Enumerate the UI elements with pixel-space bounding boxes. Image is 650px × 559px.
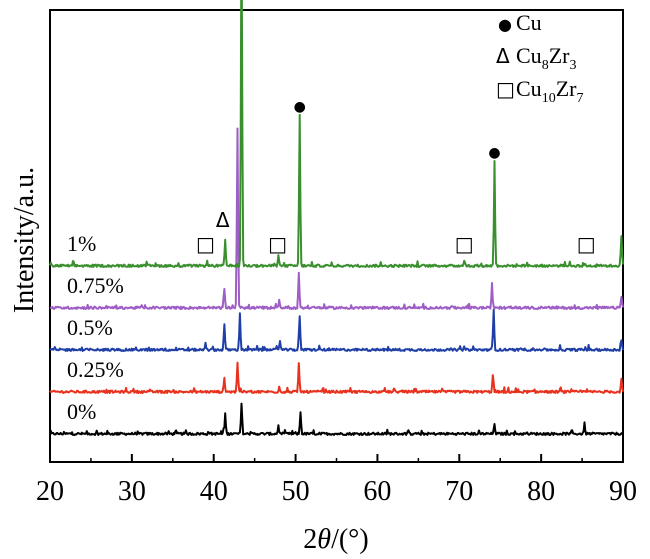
series-label-0pct: 0% — [67, 399, 96, 424]
peak-marker-square-6: □ — [455, 232, 474, 256]
series-label-0_25pct: 0.25% — [67, 357, 124, 382]
x-tick-label-80: 80 — [527, 476, 555, 507]
series-line-0_75pct — [49, 127, 624, 310]
x-tick-label-70: 70 — [445, 476, 473, 507]
series-label-1pct: 1% — [67, 231, 96, 256]
series-label-0_75pct: 0.75% — [67, 273, 124, 298]
series-line-0_5pct — [49, 308, 624, 352]
series-line-1pct — [49, 0, 624, 268]
legend-label-1: Cu8Zr3 — [516, 43, 576, 73]
series-label-0_5pct: 0.5% — [67, 315, 113, 340]
legend-label-0: Cu — [516, 10, 542, 35]
peak-marker-delta-3: Δ — [216, 208, 230, 232]
peak-marker-square-4: □ — [196, 232, 215, 256]
legend-symbol-0: ● — [498, 15, 512, 34]
peak-marker-square-7: □ — [577, 232, 596, 256]
y-axis-label: Intensity/a.u. — [9, 167, 40, 313]
peak-annotations: ●●●Δ□□□□ — [196, 99, 596, 256]
x-axis-label: 2θ/(°) — [303, 524, 368, 555]
x-tick-label-30: 30 — [118, 476, 146, 507]
x-tick-label-50: 50 — [282, 476, 310, 507]
legend-label-2: Cu10Zr7 — [516, 76, 583, 106]
legend: ● CuΔ Cu8Zr3□ Cu10Zr7 — [496, 10, 583, 106]
x-tick-label-40: 40 — [200, 476, 228, 507]
series-layer — [49, 0, 624, 436]
legend-symbol-2: □ — [496, 77, 515, 101]
x-axis-label-theta: θ — [317, 524, 331, 555]
x-axis-label-unit: /(°) — [331, 524, 369, 555]
series-labels: 0% 0.25% 0.5% 0.75% 1% — [67, 231, 124, 424]
peak-marker-dot-2: ● — [488, 145, 500, 161]
x-axis-label-prefix: 2 — [303, 524, 317, 555]
x-tick-label-60: 60 — [363, 476, 391, 507]
peak-marker-square-5: □ — [268, 232, 287, 256]
x-tick-label-90: 90 — [609, 476, 637, 507]
legend-symbol-1: Δ — [496, 44, 510, 68]
series-line-0_25pct — [49, 361, 624, 394]
x-axis: 20 30 40 50 60 70 80 90 — [36, 454, 637, 507]
x-tick-label-20: 20 — [36, 476, 64, 507]
peak-marker-dot-1: ● — [294, 99, 306, 115]
series-line-0pct — [49, 402, 624, 436]
